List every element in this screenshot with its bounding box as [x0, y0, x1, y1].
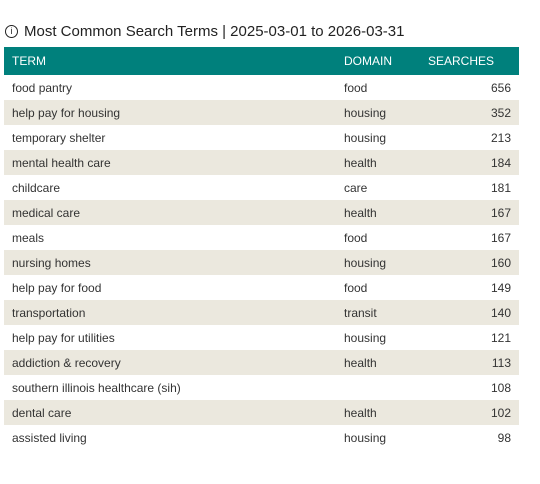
searches-cell: 121	[490, 330, 511, 345]
table-row: transportation transit 140	[4, 300, 519, 325]
searches-cell: 108	[490, 380, 511, 395]
title: Most Common Search Terms | 2025-03-01 to…	[24, 22, 405, 40]
searches-cell: 656	[490, 80, 511, 95]
domain-cell: food	[344, 230, 368, 245]
searches-cell: 149	[490, 280, 511, 295]
term-cell: help pay for utilities	[12, 330, 115, 345]
data-table: TERM DOMAIN SEARCHES food pantry food 656 hel…	[4, 47, 519, 450]
domain-cell: food	[344, 280, 368, 295]
domain-cell: transit	[336, 300, 420, 325]
searches-cell: 181	[490, 180, 511, 195]
table-body: food pantry food 656 help pay for housing ho…	[4, 75, 519, 450]
searches-cell: 140	[420, 300, 519, 325]
table-row: mental health care health 184	[4, 150, 519, 175]
table-row: help pay for food food 149	[4, 275, 519, 300]
term-cell: meals	[12, 230, 45, 245]
table-row: food pantry food 656	[4, 75, 519, 100]
domain-cell: housing	[344, 430, 387, 445]
domain-cell: health	[336, 150, 420, 175]
searches-cell: 352	[420, 100, 519, 125]
term-cell: dental care	[4, 400, 336, 425]
domain-cell	[336, 375, 420, 400]
term-cell: medical care	[4, 200, 336, 225]
table-row: childcare care 181	[4, 175, 519, 200]
searches-cell: 184	[420, 150, 519, 175]
domain-cell: housing	[336, 250, 420, 275]
term-cell: help pay for housing	[4, 100, 336, 125]
term-cell: assisted living	[12, 430, 87, 445]
term-header[interactable]: TERM	[4, 47, 336, 75]
table-row: medical care health 167	[4, 200, 519, 225]
term-cell: addiction & recovery	[4, 350, 336, 375]
table-row: meals food 167	[4, 225, 519, 250]
searches-cell: 167	[420, 200, 519, 225]
domain-cell: food	[344, 80, 368, 95]
searches-cell: 113	[420, 350, 519, 375]
term-cell: food pantry	[12, 80, 73, 95]
domain-cell: care	[344, 180, 368, 195]
term-cell: help pay for food	[12, 280, 102, 295]
term-cell: temporary shelter	[12, 130, 106, 145]
domain-cell: housing	[344, 330, 387, 345]
domain-cell: health	[336, 200, 420, 225]
term-cell: childcare	[12, 180, 61, 195]
searches-cell: 102	[420, 400, 519, 425]
table-row: dental care health 102	[4, 400, 519, 425]
searches-cell: 98	[497, 430, 511, 445]
domain-cell: housing	[336, 100, 420, 125]
domain-cell: housing	[344, 130, 387, 145]
table-row: addiction & recovery health 113	[4, 350, 519, 375]
domain-cell: health	[336, 350, 420, 375]
title-bar: i Most Common Search Terms | 2025-03-01 …	[5, 21, 404, 41]
table-row: assisted living housing 98	[4, 425, 519, 450]
domain-cell: health	[336, 400, 420, 425]
term-cell: mental health care	[4, 150, 336, 175]
header-row: TERM DOMAIN SEARCHES	[4, 47, 519, 75]
info-icon[interactable]: i	[5, 24, 18, 38]
table-row: temporary shelter housing 213	[4, 125, 519, 150]
term-cell: southern illinois healthcare (sih)	[12, 380, 181, 395]
table-row: southern illinois healthcare (sih) 108	[4, 375, 519, 400]
searches-cell: 160	[420, 250, 519, 275]
term-cell: transportation	[4, 300, 336, 325]
domain-header[interactable]: DOMAIN	[336, 47, 420, 75]
searches-header[interactable]: SEARCHES	[420, 47, 519, 75]
searches-cell: 213	[490, 130, 511, 145]
term-cell: nursing homes	[4, 250, 336, 275]
table-row: help pay for utilities housing 121	[4, 325, 519, 350]
table-row: help pay for housing housing 352	[4, 100, 519, 125]
searches-cell: 167	[490, 230, 511, 245]
table-row: nursing homes housing 160	[4, 250, 519, 275]
